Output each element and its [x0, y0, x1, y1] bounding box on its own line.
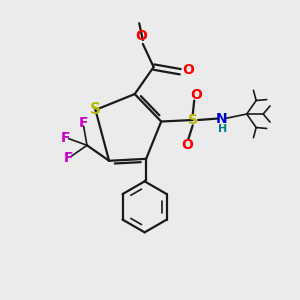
- Text: H: H: [218, 124, 227, 134]
- Text: F: F: [64, 151, 73, 165]
- Text: F: F: [61, 130, 70, 145]
- Text: O: O: [182, 63, 194, 77]
- Text: F: F: [78, 116, 88, 130]
- Text: O: O: [135, 29, 147, 44]
- Text: S: S: [188, 113, 198, 127]
- Text: O: O: [190, 88, 202, 102]
- Text: O: O: [181, 138, 193, 152]
- Text: S: S: [90, 102, 101, 117]
- Text: N: N: [215, 112, 227, 125]
